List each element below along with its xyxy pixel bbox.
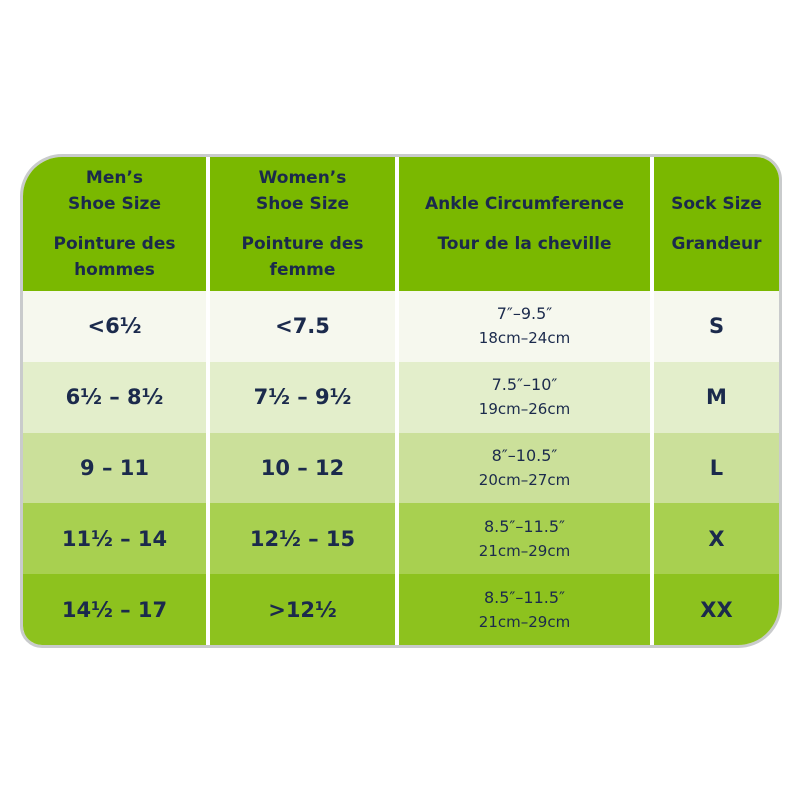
header-fr: Pointure des hommes [54, 231, 176, 283]
mens-size-cell: 11½ – 14 [23, 503, 206, 575]
header-en: Men’s Shoe Size [68, 165, 161, 217]
womens-size: 7½ – 9½ [253, 385, 352, 410]
womens-size: 12½ – 15 [249, 526, 356, 551]
mens-size-cell: 6½ – 8½ [23, 361, 206, 433]
mens-size: 9 – 11 [80, 455, 149, 480]
sock-size: L [709, 455, 724, 480]
ankle-inches: 7″–9.5″ [496, 304, 553, 324]
womens-size: >12½ [268, 597, 337, 622]
ankle-cm: 19cm–26cm [478, 400, 571, 419]
ankle-cm: 20cm–27cm [478, 470, 571, 489]
womens-size: 10 – 12 [260, 455, 345, 480]
header-text: Pointure des [53, 234, 176, 254]
sock-size: X [708, 526, 725, 551]
sock-size-cell: X [654, 503, 779, 575]
header-text: Men’s [85, 168, 144, 188]
mens-size: 11½ – 14 [61, 526, 168, 551]
mens-size-cell: 14½ – 17 [23, 574, 206, 645]
sock-size: M [706, 385, 727, 410]
ankle-inches: 7.5″–10″ [491, 375, 558, 395]
womens-size-cell: 10 – 12 [210, 432, 395, 504]
ankle-cm: 21cm–29cm [478, 612, 571, 631]
header-text: Pointure des [241, 234, 364, 254]
sock-size-cell: S [654, 291, 779, 362]
ankle-inches: 8″–10.5″ [491, 445, 558, 465]
ankle-cell: 8.5″–11.5″ 21cm–29cm [399, 503, 650, 575]
sock-size: XX [700, 597, 733, 622]
mens-size: <6½ [87, 314, 142, 339]
header-fr: Pointure des femme [242, 231, 364, 283]
header-ankle-circumference: Ankle Circumference Tour de la cheville [399, 157, 650, 291]
ankle-cell: 7″–9.5″ 18cm–24cm [399, 291, 650, 362]
womens-size-cell: <7.5 [210, 291, 395, 362]
header-text: Shoe Size [68, 194, 161, 214]
header-en: Women’s Shoe Size [256, 165, 349, 217]
womens-size: <7.5 [275, 314, 330, 339]
header-en: Sock Size [671, 194, 762, 214]
header-fr: Grandeur [671, 234, 762, 254]
sock-size-cell: M [654, 361, 779, 433]
header-en: Ankle Circumference [425, 194, 624, 214]
sock-size-cell: L [654, 432, 779, 504]
sock-size-cell: XX [654, 574, 779, 645]
womens-size-cell: 12½ – 15 [210, 503, 395, 575]
mens-size: 14½ – 17 [61, 597, 168, 622]
ankle-cell: 8.5″–11.5″ 21cm–29cm [399, 574, 650, 645]
header-text: Women’s [258, 168, 347, 188]
sock-size: S [708, 314, 725, 339]
womens-size-cell: 7½ – 9½ [210, 361, 395, 433]
size-chart-table: Men’s Shoe Size Pointure des hommes Women’… [20, 154, 782, 648]
ankle-cell: 8″–10.5″ 20cm–27cm [399, 432, 650, 504]
ankle-cell: 7.5″–10″ 19cm–26cm [399, 361, 650, 433]
header-fr: Tour de la cheville [437, 234, 612, 254]
ankle-cm: 21cm–29cm [478, 541, 571, 560]
header-text: femme [269, 260, 336, 280]
header-sock-size: Sock Size Grandeur [654, 157, 779, 291]
header-text: hommes [74, 260, 155, 280]
header-mens-shoe-size: Men’s Shoe Size Pointure des hommes [23, 157, 206, 291]
ankle-inches: 8.5″–11.5″ [483, 587, 566, 607]
ankle-inches: 8.5″–11.5″ [483, 516, 566, 536]
mens-size-cell: <6½ [23, 291, 206, 362]
header-womens-shoe-size: Women’s Shoe Size Pointure des femme [210, 157, 395, 291]
ankle-cm: 18cm–24cm [478, 329, 571, 348]
mens-size-cell: 9 – 11 [23, 432, 206, 504]
header-text: Shoe Size [256, 194, 349, 214]
womens-size-cell: >12½ [210, 574, 395, 645]
mens-size: 6½ – 8½ [65, 385, 164, 410]
